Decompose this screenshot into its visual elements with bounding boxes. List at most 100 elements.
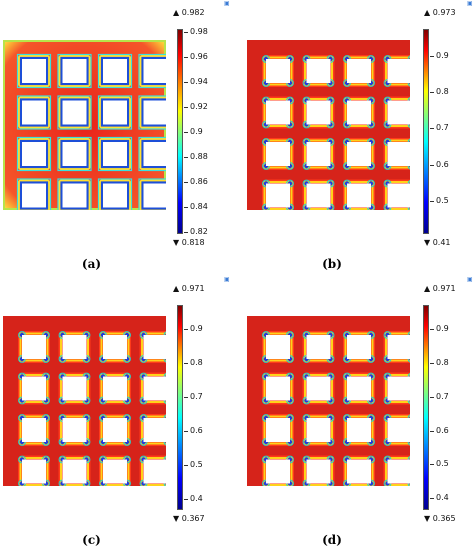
hole-halo (17, 179, 51, 210)
colorbar-min-label: ▼ 0.41 (424, 238, 451, 247)
square-hole (22, 376, 46, 401)
hole-glow (263, 181, 293, 210)
square-hole (306, 459, 331, 484)
hole-glow (263, 98, 293, 127)
colorbar-tick (184, 396, 188, 398)
square-hole (347, 335, 371, 359)
colorbar-tick (430, 329, 434, 331)
hole-ring-outer (16, 178, 52, 210)
square-hole (347, 100, 371, 125)
panel-a: ▣ 0.98 0.96 0.94 0.92 0.9 0.88 0.86 0.84 0.82 ▲ … (0, 0, 237, 275)
square-hole (62, 418, 87, 442)
hole-glow (304, 415, 333, 445)
colorbar-tick (184, 81, 188, 83)
hole-glow (344, 181, 374, 210)
hole-glow (304, 332, 333, 362)
square-hole (347, 142, 371, 166)
colorbar-tick-label: 0.8 (436, 86, 449, 96)
hole-ring-outer (138, 95, 166, 130)
square-hole (306, 59, 331, 83)
hole-ring (19, 181, 49, 210)
square-hole (22, 59, 46, 83)
square-hole (103, 376, 127, 401)
square-hole (266, 142, 290, 166)
colorbar-tick (184, 56, 188, 58)
square-hole (347, 183, 371, 208)
hole-halo (17, 137, 51, 171)
hole-ring-outer (16, 95, 52, 130)
hole-ring (60, 98, 89, 127)
hole-glow (304, 374, 333, 403)
square-hole (143, 376, 166, 401)
contour-plot-c (3, 316, 166, 486)
hole-halo (58, 137, 91, 171)
hole-glow (385, 139, 410, 169)
hole-glow (304, 457, 333, 486)
square-hole (306, 335, 331, 359)
colorbar-tick-label: 0.8 (190, 358, 203, 368)
colorbar-tick-label: 0.7 (436, 391, 449, 401)
hole-glow (385, 415, 410, 445)
colorbar-tick (430, 430, 434, 432)
square-hole (387, 59, 410, 83)
square-hole (62, 183, 87, 208)
square-hole (387, 459, 410, 484)
square-hole (143, 459, 166, 484)
colorbar-min-label: ▼ 0.367 (173, 514, 205, 523)
hole-ring (141, 98, 166, 127)
colorbar-tick-label: 0.7 (190, 391, 203, 401)
hole-ring-outer (57, 178, 92, 210)
hole-ring (100, 181, 130, 210)
hole-halo (17, 54, 51, 88)
colorbar-tick (184, 106, 188, 108)
hole-halo (139, 137, 166, 171)
colorbar-max-label: ▲ 0.971 (173, 284, 205, 293)
square-hole (62, 459, 87, 484)
hole-ring (100, 139, 130, 169)
hole-glow (60, 415, 89, 445)
hole-glow (385, 374, 410, 403)
square-hole (143, 142, 166, 166)
colorbar-tick (184, 181, 188, 183)
hole-glow (141, 457, 166, 486)
square-hole (387, 418, 410, 442)
colorbar-tick (184, 329, 188, 331)
hole-glow (304, 98, 333, 127)
square-hole (266, 459, 290, 484)
square-hole (143, 418, 166, 442)
hole-glow (304, 139, 333, 169)
colorbar-tick-label: 0.4 (436, 493, 449, 503)
hole-glow (19, 457, 49, 486)
contour-plot-d (247, 316, 410, 486)
colorbar-tick-label: 0.92 (190, 101, 208, 111)
corner-icon: ▣ (224, 276, 230, 283)
hole-ring-outer (16, 53, 52, 89)
hole-glow (263, 56, 293, 86)
hole-glow (100, 332, 130, 362)
square-hole (306, 142, 331, 166)
hole-halo (98, 179, 132, 210)
colorbar-tick (184, 231, 188, 233)
hole-glow (100, 415, 130, 445)
square-hole (387, 335, 410, 359)
square-hole (22, 459, 46, 484)
hole-glow (263, 374, 293, 403)
hole-ring-outer (16, 136, 52, 172)
square-hole (103, 418, 127, 442)
hole-ring (141, 139, 166, 169)
hole-glow (141, 374, 166, 403)
square-hole (22, 335, 46, 359)
hole-ring (100, 98, 130, 127)
square-hole (387, 376, 410, 401)
hole-glow (385, 457, 410, 486)
hole-halo (139, 179, 166, 210)
square-hole (22, 418, 46, 442)
hole-glow (141, 332, 166, 362)
hole-ring-outer (57, 53, 92, 89)
colorbar-tick (184, 430, 188, 432)
colorbar-max-label: ▲ 0.973 (424, 8, 456, 17)
colorbar-a (177, 29, 183, 234)
square-hole (103, 335, 127, 359)
hole-ring-outer (57, 95, 92, 130)
colorbar-tick-label: 0.6 (190, 425, 203, 435)
